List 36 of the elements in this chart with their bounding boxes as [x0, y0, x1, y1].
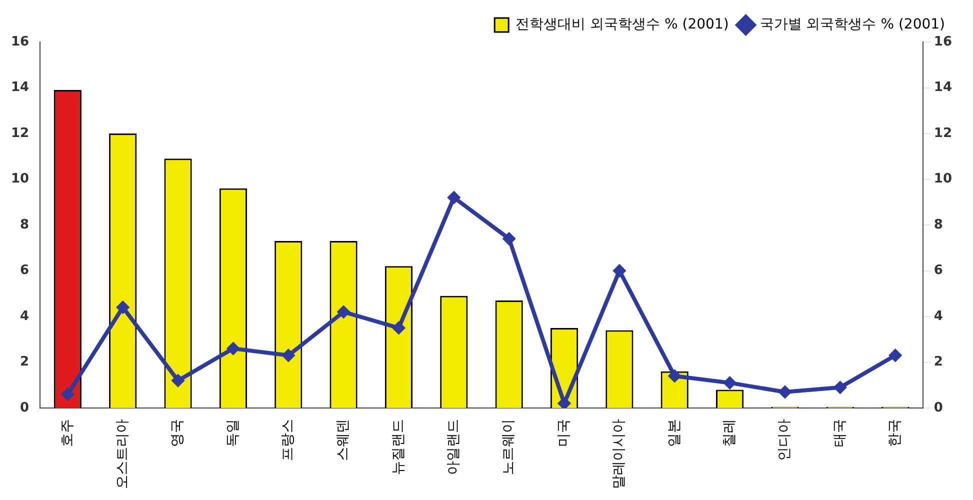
x-tick-label: 미국: [556, 419, 572, 447]
y-tick-label: 2: [934, 354, 943, 370]
x-tick-label: 아일랜드: [446, 419, 462, 475]
y-tick-label: 10: [934, 172, 952, 187]
x-tick-label: 프랑스: [280, 419, 296, 461]
y2-tick-label: 4: [20, 308, 30, 324]
y-tick-label: 0: [934, 400, 943, 416]
x-tick-label: 뉴질랜드: [390, 419, 406, 475]
x-tick-label: 인디아: [776, 419, 793, 461]
x-tick-label: 독일: [224, 419, 241, 447]
y2-tick-label: 14: [10, 80, 30, 96]
x-tick-label: 오스트리아: [114, 419, 130, 489]
x-tick-label: 말레이시아: [611, 419, 628, 489]
y-tick-label: 6: [934, 263, 943, 278]
x-tick-label: 일본: [666, 419, 682, 447]
x-tick-label: 한국: [886, 419, 903, 447]
x-tick-label: 칠레: [721, 419, 738, 447]
y2-tick-label: 10: [10, 172, 30, 187]
y-tick-label: 4: [934, 308, 943, 324]
y-tick-label: 12: [934, 126, 952, 141]
y2-tick-label: 16: [10, 34, 30, 50]
y-tick-label: 14: [934, 80, 952, 96]
y2-tick-label: 0: [20, 400, 30, 416]
x-tick-label: 호주: [59, 419, 76, 447]
x-tick-label: 스웨덴: [335, 419, 352, 461]
y2-tick-label: 8: [20, 217, 30, 232]
y2-tick-label: 6: [20, 263, 30, 278]
y2-tick-label: 12: [10, 126, 30, 141]
x-tick-label: 영국: [170, 419, 186, 447]
legend-label: 국가별 외국학생수 % (2001): [760, 16, 946, 33]
y-tick-label: 8: [934, 217, 943, 232]
x-tick-label: 노르웨이: [500, 419, 517, 475]
y2-tick-label: 2: [20, 354, 30, 370]
legend-label: 전학생대비 외국학생수 % (2001): [516, 16, 729, 33]
y-tick-label: 16: [934, 34, 952, 50]
x-tick-label: 태국: [832, 419, 848, 447]
